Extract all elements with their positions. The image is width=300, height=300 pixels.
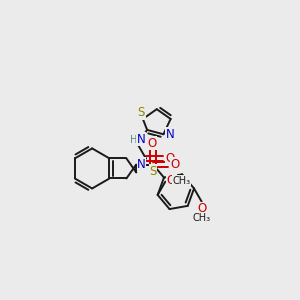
Text: O: O [167,174,176,188]
Text: N: N [137,133,146,146]
Text: CH₃: CH₃ [193,213,211,223]
Text: S: S [138,106,145,119]
Text: H: H [130,135,137,145]
Text: CH₃: CH₃ [172,176,190,186]
Text: O: O [171,158,180,171]
Text: O: O [197,202,206,215]
Text: N: N [166,128,175,141]
Text: O: O [165,152,174,165]
Text: O: O [147,137,156,150]
Text: N: N [137,158,146,171]
Text: S: S [149,165,157,178]
